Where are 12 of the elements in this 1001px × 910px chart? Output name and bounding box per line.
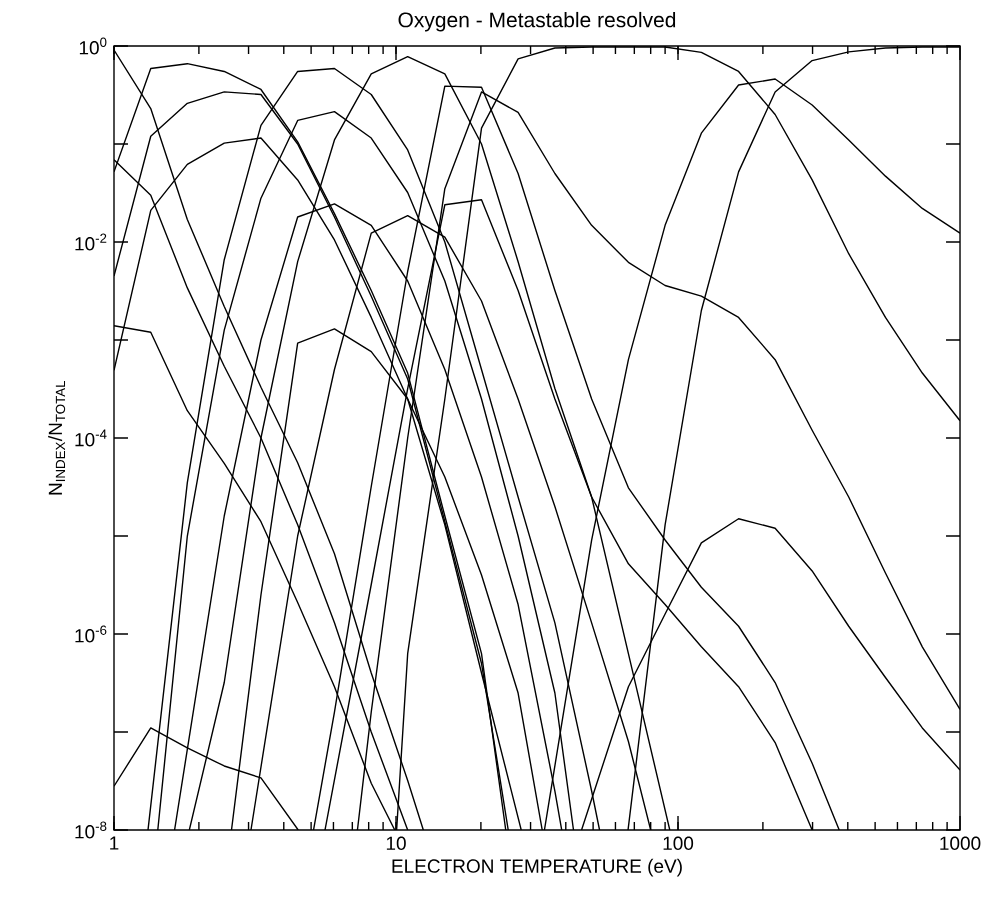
y-axis-title: N$_{INDEX}$/N$_{TOTAL}$ — [48, 380, 66, 495]
y-tick-label: 10$^{0}$ — [79, 37, 107, 55]
x-tick-label: 100 — [663, 836, 694, 850]
y-tick-label: 10$^{-6}$ — [75, 625, 107, 643]
y-tick-label: 10$^{-4}$ — [75, 429, 107, 447]
y-tick-label: 10$^{-2}$ — [75, 233, 107, 251]
x-axis-title: ELECTRON TEMPERATURE (eV) — [392, 858, 682, 877]
chart-title: Oxygen - Metastable resolved — [398, 11, 676, 32]
x-tick-label: 10 — [386, 836, 406, 850]
x-tick-label: 1000 — [940, 836, 981, 850]
x-tick-label: 1 — [110, 836, 119, 850]
y-tick-label: 10$^{-8}$ — [75, 821, 107, 839]
